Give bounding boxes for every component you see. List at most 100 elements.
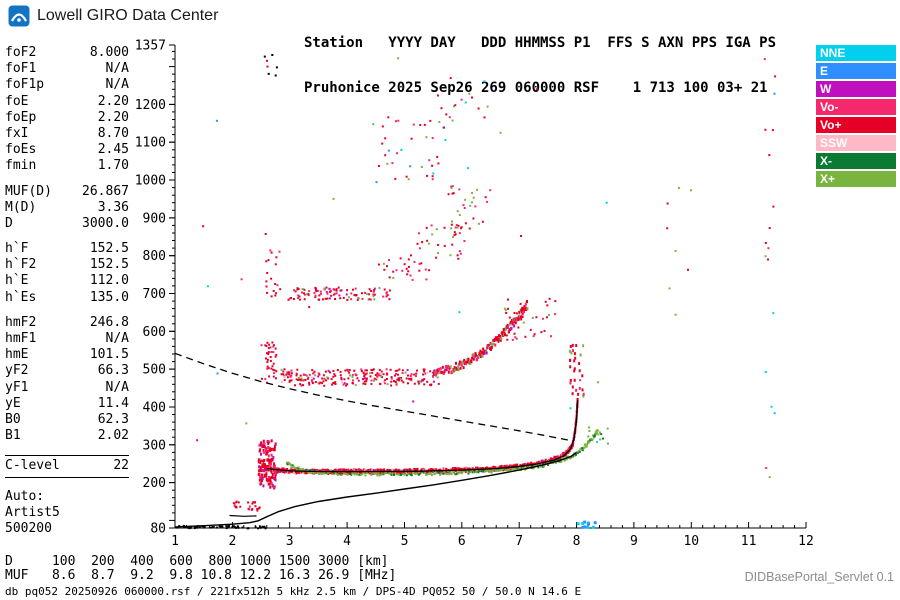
echo-points — [176, 54, 777, 530]
param-value: 135.0 — [89, 289, 129, 305]
param-value: 2.20 — [97, 93, 129, 109]
parameter-panel: foF2 8.000 foF1 N/A foF1p N/A foE 2.20 foEp 2.20 f… — [5, 45, 129, 537]
param-name: foF2 — [5, 45, 37, 60]
param-value: 22 — [113, 458, 129, 474]
param-value: 3.36 — [97, 199, 129, 215]
svg-text:600: 600 — [143, 325, 166, 340]
param-name: B0 — [5, 411, 21, 427]
svg-text:7: 7 — [515, 534, 523, 549]
svg-text:900: 900 — [143, 211, 166, 226]
distance-row: D 100 200 400 600 800 1000 1500 3000 [km… — [5, 554, 389, 569]
param-name: h`Es — [5, 289, 37, 305]
param-d: D 3000.0 — [5, 216, 129, 232]
svg-text:800: 800 — [143, 249, 166, 264]
svg-text:500: 500 — [143, 363, 166, 378]
param-value: 2.45 — [97, 142, 129, 158]
param-name: hmF1 — [5, 331, 37, 346]
legend-item-x: X- — [816, 153, 896, 169]
param-name: fmin — [5, 158, 37, 174]
servlet-version: DIDBasePortal_Servlet 0.1 — [744, 570, 894, 584]
svg-text:2: 2 — [228, 534, 236, 549]
svg-text:12: 12 — [798, 534, 814, 549]
svg-text:8: 8 — [573, 534, 581, 549]
svg-text:200: 200 — [143, 476, 166, 491]
param-md: M(D) 3.36 — [5, 200, 129, 216]
legend-item-ssw: SSW — [816, 135, 896, 151]
param-value: 101.5 — [89, 347, 129, 363]
param-yf1: yF1 N/A — [5, 380, 129, 396]
svg-text:1000: 1000 — [135, 174, 166, 189]
param-fmin: fmin 1.70 — [5, 158, 129, 174]
station-header-block: Station YYYY DAY DDD HHMMSS P1 FFS S AXN… — [304, 6, 776, 126]
svg-text:80: 80 — [150, 522, 166, 537]
param-value: 8.000 — [89, 45, 129, 60]
param-value: 8.70 — [97, 125, 129, 141]
artist-curves — [174, 352, 579, 528]
legend-item-w: W — [816, 81, 896, 97]
param-name: yF1 — [5, 379, 29, 395]
svg-text:3: 3 — [286, 534, 294, 549]
param-fof1: foF1 N/A — [5, 61, 129, 77]
param-name: M(D) — [5, 199, 37, 215]
brand-title: Lowell GIRO Data Center — [37, 7, 219, 24]
param-value: N/A — [105, 331, 129, 346]
svg-text:5: 5 — [401, 534, 409, 549]
svg-text:1100: 1100 — [135, 136, 166, 151]
param-b1: B1 2.02 — [5, 428, 129, 444]
param-hmf2: hmF2 246.8 — [5, 315, 129, 331]
param-name: h`F — [5, 241, 29, 257]
doppler-legend: NNE E W Vo- Vo+ SSW X- X+ — [816, 45, 896, 189]
param-name: hmF2 — [5, 314, 37, 330]
param-value: 1.70 — [97, 158, 129, 174]
param-value: 112.0 — [89, 273, 129, 289]
param-value: 3000.0 — [82, 215, 129, 231]
param-name: fxI — [5, 125, 29, 141]
panel-text-auto: Auto: — [5, 488, 45, 504]
param-name: MUF(D) — [5, 183, 52, 199]
param-name: h`F2 — [5, 257, 37, 273]
param-value: 2.20 — [97, 109, 129, 125]
param-mufd: MUF(D) 26.867 — [5, 184, 129, 200]
panel-gap — [5, 444, 129, 453]
plot-axes: 1 2 3 4 5 6 7 8 9 10 11 128020030040050060070080090… — [135, 39, 814, 550]
param-he: h`E 112.0 — [5, 273, 129, 289]
param-name: yF2 — [5, 363, 29, 379]
svg-text:400: 400 — [143, 401, 166, 416]
param-name: foEs — [5, 142, 37, 158]
param-name: D — [5, 215, 13, 231]
param-name: h`E — [5, 273, 29, 289]
param-value: 2.02 — [97, 428, 129, 444]
param-value: N/A — [105, 77, 129, 93]
param-value: N/A — [105, 379, 129, 395]
panel-divider — [5, 455, 129, 457]
legend-item-vo: Vo- — [816, 99, 896, 115]
svg-text:1357: 1357 — [135, 39, 166, 54]
record-info: db pq052 20250926 060000.rsf / 221fx512h… — [5, 585, 582, 598]
legend-item-vo: Vo+ — [816, 117, 896, 133]
svg-text:300: 300 — [143, 438, 166, 453]
panel-gap — [5, 175, 129, 184]
svg-text:10: 10 — [683, 534, 699, 549]
panel-text-artist5: Artist5 — [5, 504, 60, 520]
param-value: N/A — [105, 61, 129, 77]
param-hes: h`Es 135.0 — [5, 290, 129, 306]
param-clevel: C-level 22 — [5, 458, 129, 474]
param-value: 66.3 — [97, 363, 129, 379]
param-hme: hmE 101.5 — [5, 347, 129, 363]
muf-row: MUF 8.6 8.7 9.2 9.8 10.8 12.2 16.3 26.9 … — [5, 568, 397, 583]
param-name: yE — [5, 395, 21, 411]
param-name: foF1p — [5, 77, 45, 93]
param-fxi: fxI 8.70 — [5, 126, 129, 142]
param-ye: yE 11.4 — [5, 396, 129, 412]
svg-text:1200: 1200 — [135, 98, 166, 113]
panel-gap — [5, 232, 129, 241]
param-foe: foE 2.20 — [5, 94, 129, 110]
legend-item-nne: NNE — [816, 45, 896, 61]
param-value: 246.8 — [89, 314, 129, 330]
param-value: 62.3 — [97, 411, 129, 427]
param-hmf1: hmF1 N/A — [5, 331, 129, 347]
panel-gap — [5, 480, 129, 489]
param-hf2: h`F2 152.5 — [5, 257, 129, 273]
